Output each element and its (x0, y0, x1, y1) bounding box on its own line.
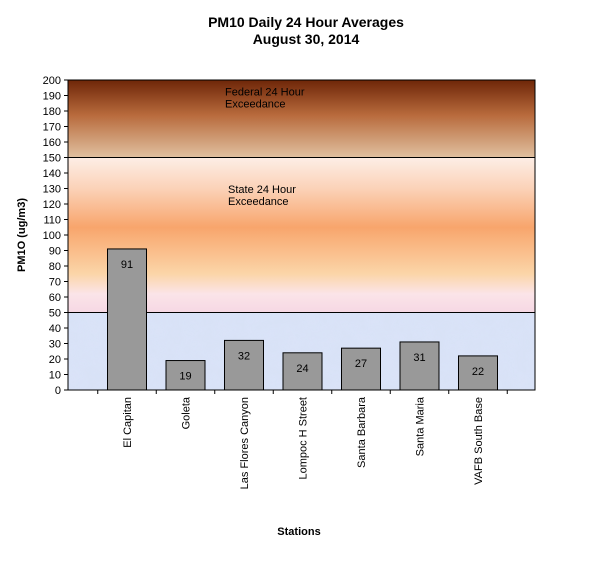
data-label: 32 (238, 350, 250, 362)
data-label: 19 (179, 370, 191, 382)
y-tick-label: 60 (49, 292, 61, 304)
y-tick-label: 110 (43, 215, 61, 227)
chart-subtitle: August 30, 2014 (252, 31, 360, 47)
y-tick-label: 170 (43, 122, 61, 134)
y-tick-label: 160 (43, 137, 61, 149)
y-axis-label: PM1O (ug/m3) (16, 198, 28, 272)
y-tick-label: 140 (43, 168, 61, 180)
x-tick-label: Goleta (181, 396, 193, 429)
x-axis-label: Stations (277, 526, 320, 538)
y-tick-label: 20 (49, 354, 61, 366)
y-tick-label: 130 (43, 184, 61, 196)
y-tick-label: 200 (43, 75, 61, 87)
x-tick-label: Las Flores Canyon (239, 397, 251, 489)
x-tick-label: El Capitan (122, 397, 134, 448)
bar-lompoc-h-street (282, 352, 323, 391)
x-tick-label: VAFB South Base (473, 397, 485, 485)
x-tick-label: Lompoc H Street (298, 397, 310, 480)
y-tick-label: 0 (55, 385, 61, 397)
federal-exceedance-zone-label: Exceedance (225, 99, 286, 111)
data-label: 24 (296, 363, 308, 375)
bar-las-flores-canyon (224, 339, 264, 391)
data-label: 91 (121, 259, 133, 271)
y-tick-label: 120 (43, 199, 61, 211)
chart-title: PM10 Daily 24 Hour Averages (208, 14, 404, 30)
x-tick-label: Santa Maria (415, 396, 427, 456)
state-exceedance-zone-label: State 24 Hour (228, 184, 296, 196)
state-exceedance-zone-label: Exceedance (228, 196, 289, 208)
x-tick-label: Santa Barbara (356, 396, 368, 468)
federal-exceedance-zone (68, 80, 535, 158)
y-tick-label: 90 (49, 246, 61, 258)
y-tick-label: 40 (49, 323, 61, 335)
data-label: 27 (355, 358, 367, 370)
y-tick-label: 30 (49, 339, 61, 351)
y-tick-label: 50 (49, 308, 61, 320)
bar-santa-maria (399, 341, 440, 391)
bar-el-capitan (107, 248, 147, 391)
data-label: 22 (472, 366, 484, 378)
y-tick-label: 80 (49, 261, 61, 273)
bar-goleta (165, 360, 206, 391)
y-tick-label: 70 (49, 277, 61, 289)
y-tick-label: 100 (43, 230, 61, 242)
y-tick-label: 150 (43, 153, 61, 165)
y-tick-label: 190 (43, 91, 61, 103)
y-tick-label: 10 (49, 370, 61, 382)
y-tick-label: 180 (43, 106, 61, 118)
federal-exceedance-zone-label: Federal 24 Hour (225, 87, 305, 99)
data-label: 31 (413, 352, 425, 364)
